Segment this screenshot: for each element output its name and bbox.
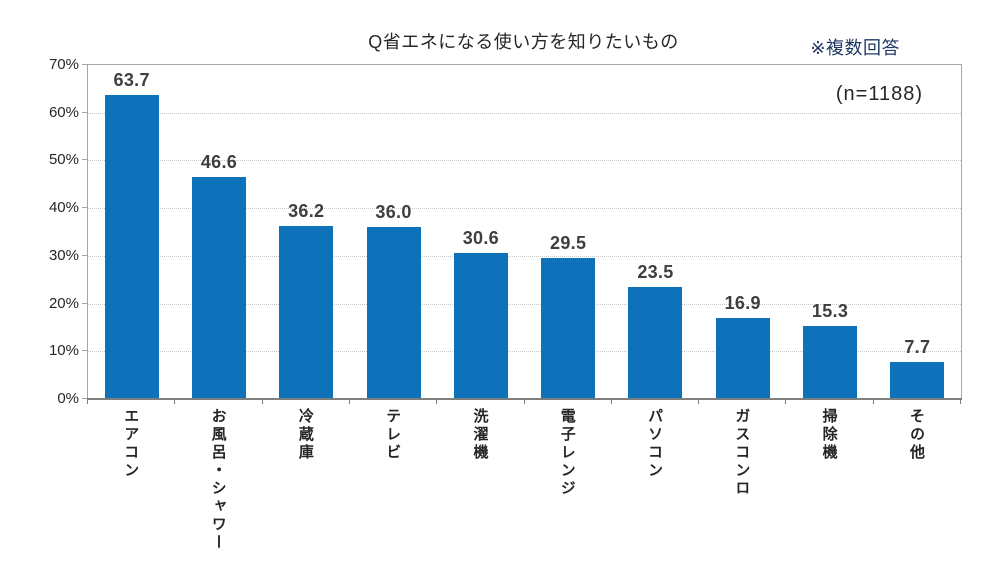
x-category-label-text: その他 bbox=[907, 408, 925, 462]
x-category-label: パソコン bbox=[611, 408, 698, 480]
bar-3 bbox=[366, 227, 421, 399]
bar-value-label: 15.3 bbox=[811, 301, 849, 321]
gridline bbox=[88, 351, 961, 353]
y-tick-mark bbox=[82, 350, 87, 352]
bar-value-label: 46.6 bbox=[200, 151, 238, 172]
bar-1 bbox=[191, 176, 246, 399]
y-tick-label: 50% bbox=[48, 151, 79, 169]
x-category-label: その他 bbox=[873, 408, 960, 462]
y-tick-label: 30% bbox=[48, 246, 79, 264]
bar-9 bbox=[890, 362, 945, 399]
bar-6 bbox=[628, 286, 683, 399]
x-category-label-text: 掃除機 bbox=[820, 408, 838, 462]
bar-value-label: 63.7 bbox=[113, 70, 150, 91]
bar-0 bbox=[104, 95, 159, 399]
x-tick-mark bbox=[348, 399, 350, 404]
x-tick-mark bbox=[87, 399, 88, 404]
y-tick-mark bbox=[82, 302, 87, 304]
bar-value-label: 30.6 bbox=[462, 228, 499, 248]
y-tick-label: 10% bbox=[48, 342, 79, 360]
y-tick-mark bbox=[82, 207, 87, 209]
x-tick-mark bbox=[698, 399, 700, 404]
x-tick-mark bbox=[960, 399, 961, 404]
x-category-label: 電子レンジ bbox=[524, 408, 611, 498]
gridline bbox=[88, 208, 961, 210]
bar-2 bbox=[279, 226, 334, 399]
x-category-label-text: テレビ bbox=[384, 408, 402, 462]
x-category-label: お風呂・シャワー bbox=[174, 408, 261, 552]
sample-size-label: (n=1188) bbox=[835, 83, 923, 105]
y-tick-mark bbox=[82, 254, 87, 256]
y-tick-mark bbox=[82, 64, 87, 65]
y-tick-label: 70% bbox=[48, 56, 79, 73]
x-category-label: 冷蔵庫 bbox=[262, 408, 349, 462]
gridline bbox=[88, 303, 961, 305]
x-category-label-text: 電子レンジ bbox=[558, 408, 576, 498]
y-tick-mark bbox=[82, 159, 87, 161]
x-category-label: ガスコンロ bbox=[698, 408, 785, 498]
bar-value-label: 23.5 bbox=[637, 261, 674, 282]
x-tick-mark bbox=[436, 399, 438, 404]
bar-value-label: 16.9 bbox=[724, 293, 761, 314]
x-category-label-text: お風呂・シャワー bbox=[209, 408, 227, 552]
chart-title: Q省エネになる使い方を知りたいもの bbox=[368, 32, 679, 52]
bar-4 bbox=[453, 253, 508, 399]
x-tick-mark bbox=[610, 399, 612, 404]
y-tick-label: 0% bbox=[57, 390, 79, 407]
x-tick-mark bbox=[174, 399, 176, 404]
x-tick-mark bbox=[785, 399, 787, 404]
x-axis-baseline bbox=[87, 398, 962, 400]
gridline bbox=[88, 255, 961, 257]
y-tick-label: 40% bbox=[48, 199, 79, 217]
bar-7 bbox=[715, 318, 770, 399]
x-category-label: テレビ bbox=[349, 408, 436, 462]
x-tick-mark bbox=[523, 399, 525, 404]
y-tick-label: 60% bbox=[48, 103, 79, 121]
multiple-answers-note: ※複数回答 bbox=[810, 38, 900, 58]
bar-8 bbox=[803, 326, 858, 399]
bar-value-label: 36.0 bbox=[375, 202, 412, 223]
bar-value-label: 29.5 bbox=[550, 233, 587, 254]
x-category-label-text: エアコン bbox=[122, 408, 140, 480]
x-category-label: エアコン bbox=[87, 408, 174, 480]
gridline bbox=[88, 112, 961, 114]
x-category-label-text: 洗濯機 bbox=[471, 408, 489, 462]
bar-value-label: 7.7 bbox=[904, 337, 931, 358]
x-tick-mark bbox=[872, 399, 874, 404]
bar-5 bbox=[541, 258, 596, 399]
x-category-label-text: ガスコンロ bbox=[733, 408, 751, 498]
plot-area: 63.7 46.6 36.2 36.0 30.6 29.5 23.5 16.9 15.3 7.7 … bbox=[87, 64, 962, 400]
x-tick-mark bbox=[261, 399, 263, 404]
bar-value-label: 36.2 bbox=[288, 201, 325, 222]
x-category-label-text: 冷蔵庫 bbox=[296, 408, 314, 462]
x-category-label-text: パソコン bbox=[646, 408, 664, 480]
y-tick-mark bbox=[82, 111, 87, 113]
y-tick-label: 20% bbox=[48, 294, 79, 312]
x-category-label: 掃除機 bbox=[785, 408, 872, 462]
gridline bbox=[88, 160, 961, 162]
x-category-label: 洗濯機 bbox=[436, 408, 523, 462]
y-tick-mark bbox=[82, 398, 87, 399]
